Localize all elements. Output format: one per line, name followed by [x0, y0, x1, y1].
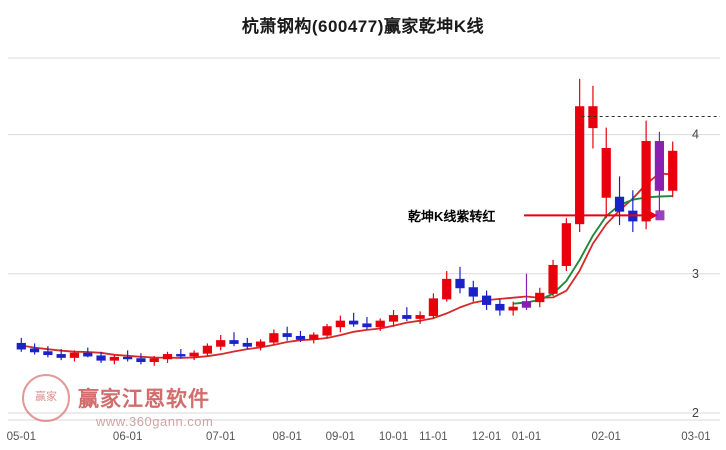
svg-text:01-01: 01-01 — [512, 431, 541, 443]
y-axis-tick-labels: 2 3 4 — [692, 128, 699, 420]
svg-text:09-01: 09-01 — [326, 431, 355, 443]
svg-text:05-01: 05-01 — [7, 431, 36, 443]
svg-text:12-01: 12-01 — [472, 431, 501, 443]
svg-text:08-01: 08-01 — [272, 431, 301, 443]
chart-title: 杭萧钢构(600477)赢家乾坤K线 — [241, 17, 485, 36]
moving-average-red-line — [21, 172, 673, 359]
annotation-label: 乾坤K线紫转红 — [408, 209, 496, 224]
gridlines — [8, 57, 720, 421]
watermark-seal: 赢家 — [22, 374, 70, 422]
svg-text:10-01: 10-01 — [379, 431, 408, 443]
watermark: 赢家 赢家江恩软件 — [22, 374, 210, 422]
candle-series — [16, 78, 678, 366]
watermark-brand: 赢家江恩软件 — [78, 388, 210, 411]
svg-text:11-01: 11-01 — [419, 431, 448, 443]
svg-text:07-01: 07-01 — [206, 431, 235, 443]
svg-text:02-01: 02-01 — [592, 431, 621, 443]
annotation-arrow — [524, 210, 665, 221]
x-axis-tick-labels: 05-01 06-01 07-01 08-01 09-01 10-01 11-01 12-01… — [7, 431, 711, 443]
svg-text:03-01: 03-01 — [681, 431, 710, 443]
svg-text:4: 4 — [692, 128, 699, 142]
watermark-url: www.360gann.com — [96, 414, 214, 429]
svg-text:06-01: 06-01 — [113, 431, 142, 443]
svg-text:3: 3 — [692, 267, 699, 281]
svg-text:2: 2 — [692, 406, 699, 420]
